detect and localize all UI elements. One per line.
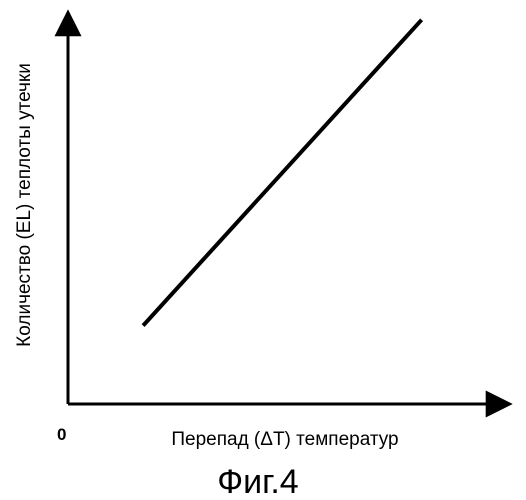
origin-label: 0 <box>57 425 66 444</box>
series-layer <box>143 20 422 326</box>
series-line-0 <box>143 20 422 326</box>
y-axis-label: Количество (EL) теплоты утечки <box>14 63 35 347</box>
x-axis-label: Перепад (ΔT) температур <box>171 429 398 450</box>
figure-caption: Фиг.4 <box>217 463 298 500</box>
